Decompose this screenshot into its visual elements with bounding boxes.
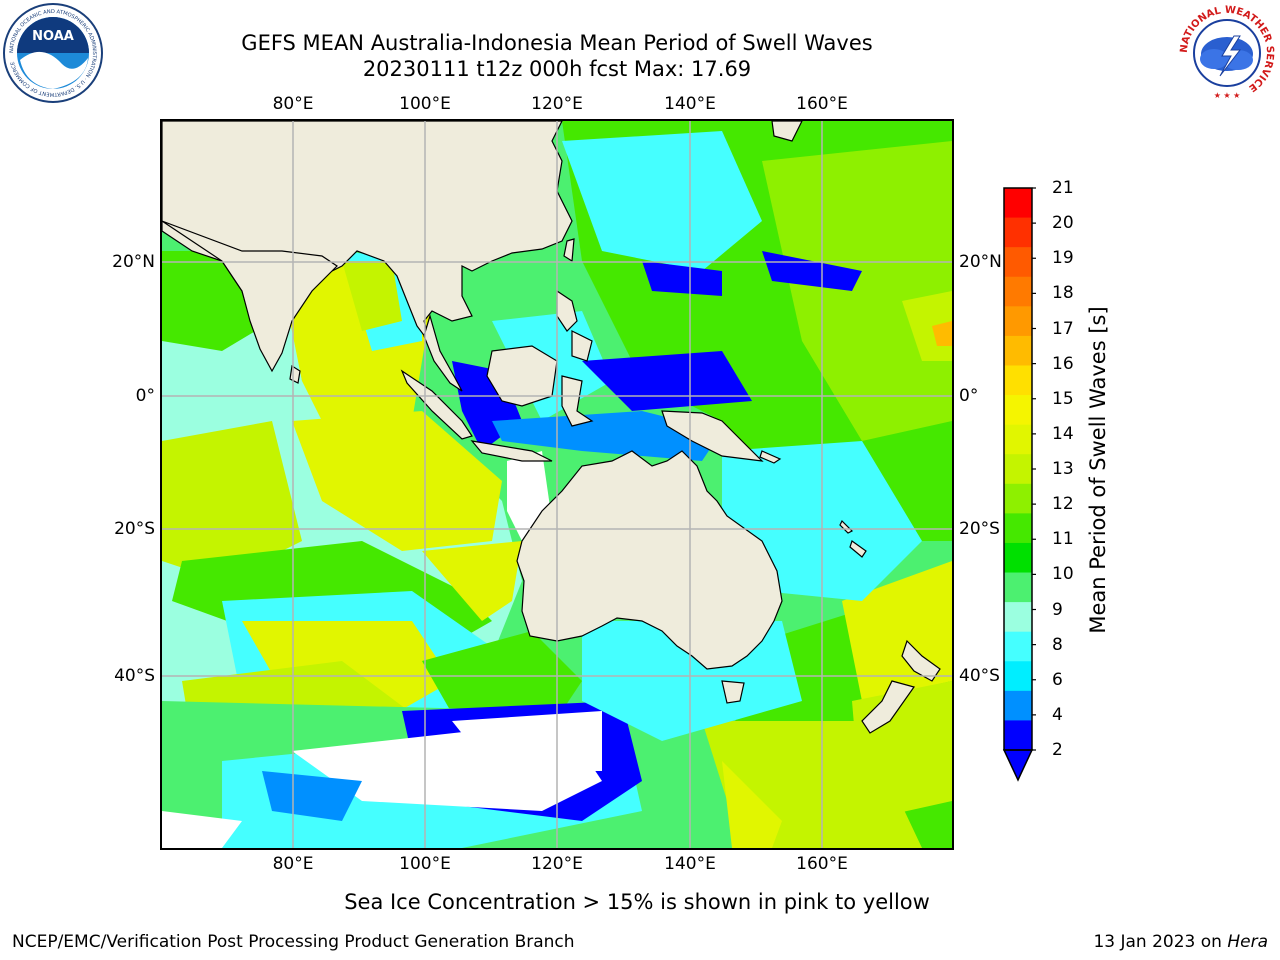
footer-date-text: 13 Jan 2023 on	[1093, 932, 1228, 952]
colorbar-swatch	[1004, 572, 1032, 603]
colorbar-swatch	[1004, 690, 1032, 721]
lon-label-top-100e: 100°E	[399, 94, 451, 114]
nws-star-icon: ★ ★ ★	[1214, 91, 1241, 100]
colorbar-tick-label: 16	[1052, 353, 1074, 374]
colorbar-tick-label: 9	[1052, 599, 1063, 620]
colorbar-swatch	[1004, 424, 1032, 455]
lon-label-top-120e: 120°E	[531, 94, 583, 114]
colorbar-tick-label: 6	[1052, 669, 1063, 690]
noaa-logo: NOAA NATIONAL OCEANIC AND ATMOSPHERIC AD…	[2, 2, 104, 104]
lon-label-top-160e: 160°E	[796, 94, 848, 114]
colorbar-tick-label: 20	[1052, 213, 1074, 234]
colorbar-tick-label: 13	[1052, 459, 1074, 479]
lon-label-bottom-120e: 120°E	[531, 854, 583, 874]
lat-label-right-0: 0°	[959, 386, 979, 406]
colorbar-tick-label: 14	[1052, 423, 1074, 444]
colorbar-swatch	[1004, 542, 1032, 574]
colorbar-tick-label: 12	[1052, 494, 1074, 515]
colorbar-tick-label: 18	[1052, 283, 1074, 304]
colorbar-tick-label: 8	[1052, 634, 1063, 655]
colorbar-swatch	[1004, 188, 1032, 219]
colorbar-swatch	[1004, 483, 1032, 514]
colorbar-swatch	[1004, 454, 1032, 485]
colorbar-swatch	[1004, 217, 1032, 248]
colorbar-tick-label: 10	[1052, 564, 1074, 585]
swell-period-map	[160, 119, 954, 850]
colorbar-swatch	[1004, 395, 1032, 426]
colorbar-swatch	[1004, 602, 1032, 633]
colorbar-tick-label: 17	[1052, 318, 1074, 339]
colorbar-swatch	[1004, 276, 1032, 307]
colorbar-extend-min	[1002, 749, 1034, 782]
colorbar-swatch	[1004, 661, 1032, 692]
colorbar-swatch	[1004, 631, 1032, 662]
colorbar-tick-label: 2	[1052, 740, 1063, 760]
nws-logo: NATIONAL WEATHER SERVICE ★ ★ ★	[1176, 2, 1278, 104]
colorbar-title: Mean Period of Swell Waves [s]	[1086, 306, 1110, 634]
lon-label-bottom-140e: 140°E	[664, 854, 716, 874]
lat-label-right-20s: 20°S	[959, 519, 1000, 539]
lat-label-left-0: 0°	[135, 386, 155, 406]
lon-label-bottom-160e: 160°E	[796, 854, 848, 874]
lat-label-left-40s: 40°S	[114, 666, 155, 686]
lon-label-bottom-80e: 80°E	[272, 854, 314, 874]
colorbar-swatch	[1004, 335, 1032, 366]
colorbar-swatches	[1002, 187, 1036, 782]
colorbar-tick-label: 21	[1052, 178, 1074, 198]
lon-label-bottom-100e: 100°E	[399, 854, 451, 874]
colorbar-swatch	[1004, 365, 1032, 396]
footer-machine-name: Hera	[1227, 932, 1268, 952]
lat-label-right-20n: 20°N	[959, 252, 1002, 272]
lat-label-left-20s: 20°S	[114, 519, 155, 539]
lon-label-top-140e: 140°E	[664, 94, 716, 114]
colorbar-swatch	[1004, 720, 1032, 751]
noaa-logo-text: NOAA	[32, 29, 74, 44]
colorbar-swatch	[1004, 247, 1032, 278]
sea-ice-footnote: Sea Ice Concentration > 15% is shown in …	[344, 890, 930, 914]
lat-label-left-20n: 20°N	[112, 252, 155, 272]
colorbar-tick-label: 15	[1052, 388, 1074, 409]
colorbar-tick-label: 4	[1052, 704, 1063, 725]
colorbar-tick-label: 19	[1052, 248, 1074, 269]
footer-date: 13 Jan 2023 on Hera	[1093, 932, 1268, 952]
footer-organization: NCEP/EMC/Verification Post Processing Pr…	[12, 932, 575, 952]
lat-label-right-40s: 40°S	[959, 666, 1000, 686]
lon-label-top-80e: 80°E	[272, 94, 314, 114]
colorbar-tick-label: 11	[1052, 529, 1074, 550]
map-gridlines	[162, 121, 952, 848]
colorbar-swatch	[1004, 513, 1032, 544]
map-title: GEFS MEAN Australia-Indonesia Mean Perio…	[241, 31, 873, 55]
map-subtitle: 20230111 t12z 000h fcst Max: 17.69	[362, 57, 752, 81]
land-masses	[162, 121, 941, 734]
colorbar-swatch	[1004, 306, 1032, 337]
